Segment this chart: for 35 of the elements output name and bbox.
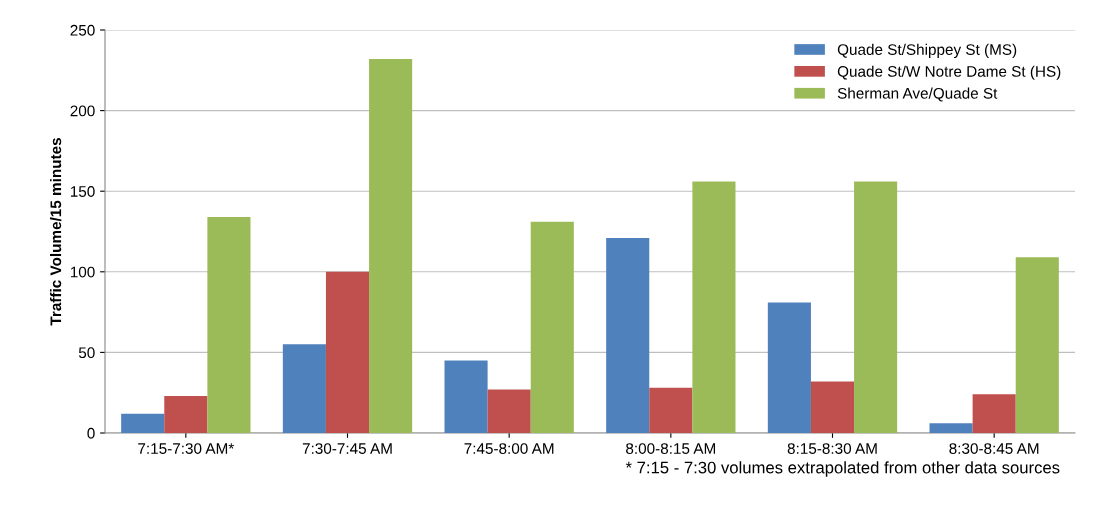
x-tick-label: 7:15-7:30 AM* (138, 443, 235, 454)
bar (325, 271, 370, 433)
bar (649, 387, 693, 433)
bar (606, 237, 650, 433)
y-tick-label: 200 (70, 105, 95, 117)
y-axis-title: Traffic Volume/15 minutes (49, 138, 62, 326)
bar (369, 59, 413, 433)
x-tick-label: 7:30-7:45 AM (302, 443, 392, 454)
bar (1015, 257, 1059, 433)
bar (282, 344, 326, 433)
bar (972, 394, 1016, 433)
bar (929, 423, 973, 433)
legend-label: Quade St/W Notre Dame St (HS) (837, 65, 1061, 80)
text: * 7:15 - 7:30 volumes extrapolated from other data sources (625, 461, 1060, 477)
bar (444, 360, 488, 433)
legend-label: Sherman Ave/Quade St (837, 87, 998, 102)
bar (810, 381, 855, 433)
x-tick-label: 7:45-8:00 AM (464, 443, 554, 454)
bar (121, 413, 165, 433)
bar (207, 216, 251, 433)
y-tick-label: 100 (70, 266, 95, 278)
x-tick-label: 8:30-8:45 AM (949, 443, 1039, 454)
x-tick-label: 8:00-8:15 AM (626, 443, 716, 454)
x-tick-label: 8:15-8:30 AM (787, 443, 877, 454)
y-tick-label: 0 (87, 427, 95, 439)
legend-label: Quade St/Shippey St (MS) (837, 43, 1017, 58)
bar (854, 181, 898, 433)
y-tick-label: 50 (78, 347, 95, 359)
y-tick-label: 250 (70, 24, 95, 36)
bar (767, 302, 811, 433)
bar (487, 389, 531, 433)
bar (164, 395, 208, 433)
y-tick-label: 150 (70, 186, 95, 197)
bar (692, 181, 736, 433)
bar (530, 221, 574, 433)
